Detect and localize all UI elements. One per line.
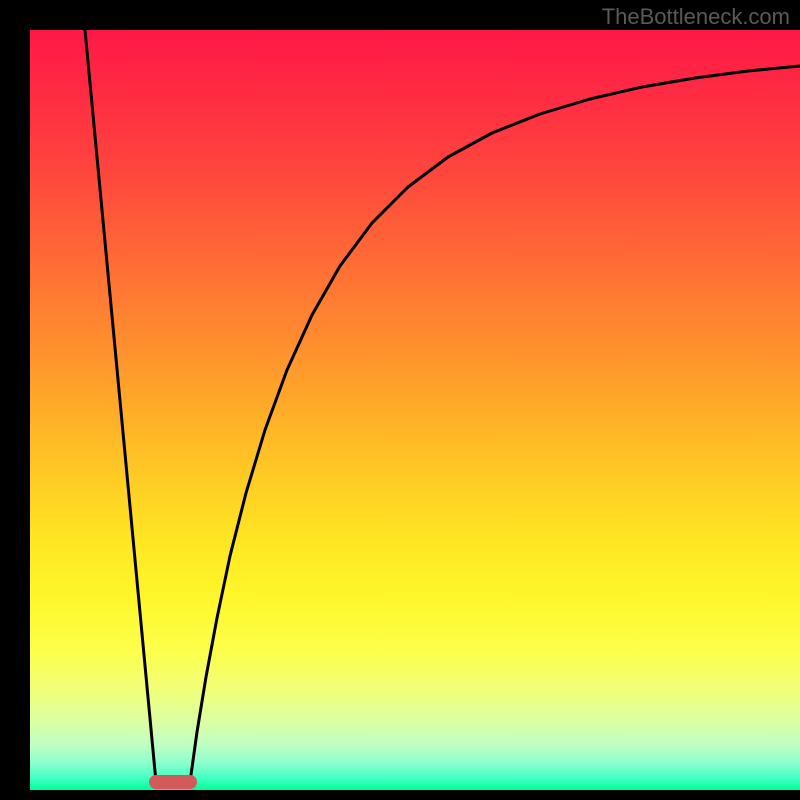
watermark-text: TheBottleneck.com [602, 4, 790, 29]
bottleneck-chart: TheBottleneck.com [0, 0, 800, 800]
optimal-marker [149, 775, 197, 789]
chart-container: TheBottleneck.com [0, 0, 800, 800]
